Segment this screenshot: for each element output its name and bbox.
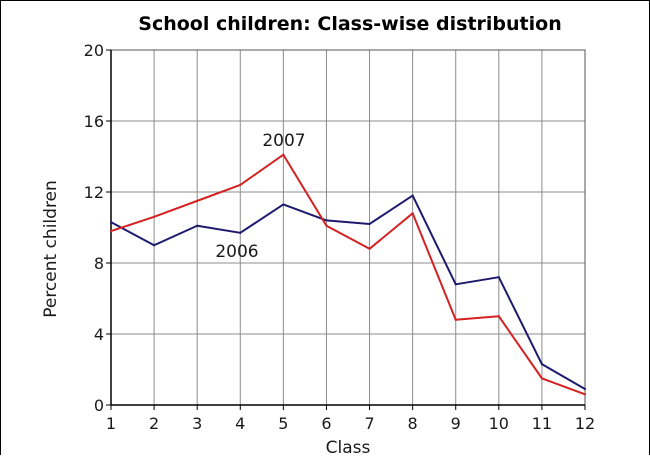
x-axis-label: Class [326, 438, 371, 456]
x-tick-label: 9 [451, 414, 461, 433]
y-tick-label: 16 [84, 112, 104, 131]
y-tick-labels: 0 4 8 12 16 20 [84, 41, 111, 415]
y-tick-label: 12 [84, 183, 104, 202]
series-lines [110, 153, 586, 396]
series-2007-segment [153, 199, 199, 218]
series-2007-point [239, 183, 242, 186]
series-2006-segment [411, 194, 457, 286]
series-2007-point [368, 247, 371, 250]
series-2007-segment [239, 153, 285, 186]
series-2007-segment [454, 315, 500, 321]
series-2006-point [153, 244, 156, 247]
series-2007-segment [411, 212, 457, 321]
series-2006-point [497, 276, 500, 279]
series-2007-segment [368, 212, 414, 250]
series-2006-point [196, 224, 199, 227]
series-2007-point [497, 315, 500, 318]
series-2006-point [368, 222, 371, 225]
x-tick-label: 6 [321, 414, 331, 433]
series-2007-segment [497, 315, 543, 380]
series-2007-point [153, 215, 156, 218]
series-2007-point [411, 212, 414, 215]
series-2006-point [325, 219, 328, 222]
series-2006-segment [239, 203, 285, 234]
series-2007-point [454, 318, 457, 321]
series-2006-segment [454, 276, 500, 286]
series-2007-point [282, 153, 285, 156]
series-2006-point [584, 388, 586, 391]
series-2007-point [584, 393, 586, 396]
series-label-2007: 2007 [262, 131, 305, 151]
series-2006-point [454, 283, 457, 286]
series-2006-segment [497, 276, 543, 366]
plot-area [110, 49, 586, 406]
grid-lines [111, 50, 585, 405]
chart-title: School children: Class-wise distribution [138, 13, 561, 35]
y-axis-label: Percent children [41, 180, 61, 318]
x-tick-label: 3 [192, 414, 202, 433]
series-2006-segment [110, 221, 156, 247]
x-tick-labels: 1 2 3 4 5 6 7 8 9 10 11 12 [106, 405, 595, 433]
series-2006 [110, 194, 586, 391]
series-2006-point [282, 203, 285, 206]
y-tick-label: 0 [94, 396, 104, 415]
series-2007-segment [196, 183, 242, 202]
x-tick-label: 8 [408, 414, 418, 433]
series-2006-point [110, 221, 112, 224]
series-2006-point [239, 231, 242, 234]
series-2006-segment [368, 194, 414, 225]
x-tick-label: 10 [489, 414, 509, 433]
series-2006-point [411, 194, 414, 197]
x-tick-label: 7 [364, 414, 374, 433]
series-2007-segment [282, 153, 328, 227]
x-tick-label: 11 [532, 414, 552, 433]
series-2006-segment [196, 224, 242, 234]
x-tick-label: 12 [575, 414, 595, 433]
series-2007-point [325, 224, 328, 227]
series-2007 [110, 153, 586, 396]
y-tick-label: 4 [94, 325, 104, 344]
series-2007-segment [540, 377, 586, 396]
series-2006-segment [540, 363, 586, 391]
series-2006-segment [325, 219, 371, 225]
series-2007-point [110, 230, 112, 233]
series-2007-segment [325, 224, 371, 250]
series-2006-segment [282, 203, 328, 222]
series-2007-point [540, 377, 543, 380]
x-tick-label: 2 [149, 414, 159, 433]
series-label-2006: 2006 [215, 242, 258, 262]
y-tick-label: 8 [94, 254, 104, 273]
series-2007-point [196, 199, 199, 202]
x-tick-label: 4 [235, 414, 245, 433]
x-tick-label: 5 [278, 414, 288, 433]
series-2006-segment [153, 224, 199, 247]
x-tick-label: 1 [106, 414, 116, 433]
series-2006-point [540, 363, 543, 366]
y-tick-label: 20 [84, 41, 104, 60]
series-2007-segment [110, 215, 156, 233]
